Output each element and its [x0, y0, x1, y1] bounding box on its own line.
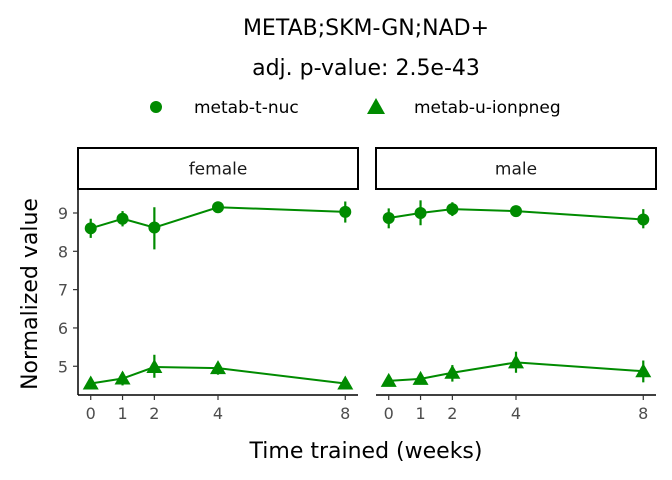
x-tick-label: 2 — [447, 404, 457, 423]
data-point — [414, 206, 427, 219]
data-point — [510, 205, 522, 218]
y-tick-label: 7 — [58, 281, 68, 300]
facet-strip — [375, 147, 657, 190]
data-point — [84, 222, 97, 235]
series-metab-t-nuc — [84, 201, 352, 250]
plot-area: female 0 1 2 4 8 5 6 7 8 9 male 0 1 2 4 8 — [58, 147, 657, 423]
y-tick-label: 8 — [58, 242, 68, 261]
x-tick-label: 4 — [511, 404, 521, 423]
facet-male: male 0 1 2 4 8 — [375, 147, 657, 423]
facet-strip-label: female — [189, 160, 248, 180]
x-tick-label: 1 — [415, 404, 425, 423]
x-tick-label: 8 — [638, 404, 648, 423]
x-tick-label: 2 — [149, 404, 159, 423]
legend-label-metab-t-nuc: metab-t-nuc — [194, 98, 299, 118]
data-point — [337, 375, 354, 390]
facet-strip-label: male — [495, 160, 537, 180]
data-point — [212, 201, 224, 214]
data-point — [508, 354, 524, 369]
data-point — [114, 370, 131, 385]
x-tick-label: 0 — [384, 404, 394, 423]
chart-subtitle: adj. p-value: 2.5e-43 — [252, 56, 480, 81]
legend: metab-t-nuc metab-u-ionpneg — [150, 98, 561, 118]
data-point — [210, 360, 226, 375]
series-metab-t-nuc — [382, 200, 650, 229]
y-tick-label: 9 — [58, 204, 68, 223]
data-point — [635, 363, 652, 378]
data-point — [444, 364, 461, 379]
x-axis-title: Time trained (weeks) — [249, 439, 483, 464]
data-point — [116, 212, 129, 225]
y-tick-label: 6 — [58, 319, 68, 338]
legend-label-metab-u-ionpneg: metab-u-ionpneg — [414, 98, 561, 118]
data-point — [637, 213, 650, 226]
data-point — [148, 221, 161, 234]
data-point — [339, 205, 352, 218]
series-metab-u-ionpneg — [380, 351, 652, 387]
data-point — [446, 203, 459, 216]
facet-strip — [77, 147, 359, 190]
legend-circle-marker — [150, 101, 162, 113]
y-tick-label: 5 — [58, 357, 68, 376]
data-point — [412, 370, 429, 385]
data-point — [146, 359, 163, 374]
series-metab-u-ionpneg — [82, 354, 354, 390]
data-point — [382, 211, 395, 224]
legend-triangle-marker — [367, 98, 385, 114]
chart-title: METAB;SKM-GN;NAD+ — [243, 16, 489, 41]
x-tick-label: 1 — [117, 404, 127, 423]
y-axis-title: Normalized value — [18, 198, 43, 390]
data-point — [380, 372, 397, 387]
data-point — [82, 375, 99, 390]
x-tick-label: 8 — [340, 404, 350, 423]
facet-female: female 0 1 2 4 8 5 6 7 8 9 — [58, 147, 359, 423]
x-tick-label: 0 — [86, 404, 96, 423]
x-tick-label: 4 — [213, 404, 223, 423]
